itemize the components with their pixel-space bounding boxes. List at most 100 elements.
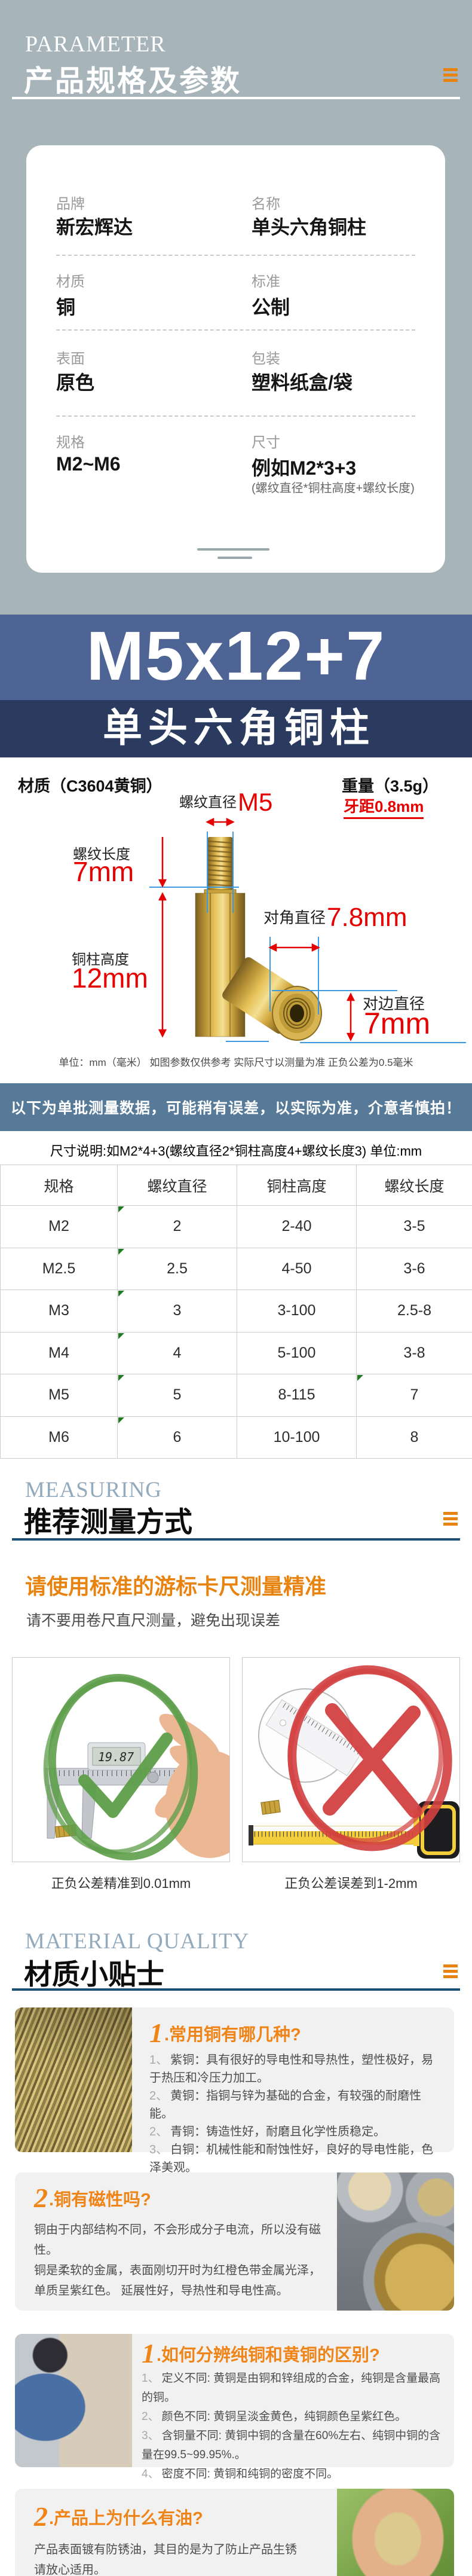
- column-header: 螺纹直径: [118, 1165, 237, 1206]
- diagonal-diameter-dimension: 对角直径 7.8mm: [263, 904, 407, 931]
- tip-line: 2、 颜色不同: 黄铜呈淡金黄色，纯铜颜色呈紫红色。: [142, 2410, 407, 2424]
- table-cell: 8: [357, 1416, 472, 1459]
- tape-measure-cross-illustration: [249, 1665, 459, 1859]
- cell-flag-icon: [118, 1417, 124, 1423]
- tip-line: 3、 白铜：机械性能和耐蚀性好，良好的导电性能，色泽美观。: [149, 2143, 434, 2175]
- measuring-eyebrow: MEASURING: [25, 1478, 162, 1502]
- material-eyebrow: MATERIAL QUALITY: [25, 1929, 250, 1954]
- diagram-pitch-label: 牙距0.8mm: [344, 795, 424, 819]
- check-mark-icon: [43, 1674, 198, 1860]
- table-cell: 2.5-8: [357, 1290, 472, 1333]
- spec-label: 名称: [252, 196, 280, 212]
- cell-flag-icon: [118, 1333, 124, 1339]
- tip-line: 请放心适用。: [34, 2563, 106, 2576]
- parameter-eyebrow: PARAMETER: [25, 32, 166, 57]
- table-cell: M5: [1, 1374, 118, 1417]
- menu-icon: [443, 68, 458, 82]
- column-header: 铜柱高度: [237, 1165, 357, 1206]
- table-cell: 6: [118, 1416, 237, 1459]
- diagram-weight-label: 重量（3.5g）: [342, 777, 439, 795]
- column-height-value: 12mm: [72, 962, 148, 994]
- brass-rods-photo: [15, 2007, 132, 2152]
- material-title: 材质小贴士: [24, 1958, 164, 1990]
- table-cell: 3: [118, 1290, 237, 1333]
- dashed-divider: [56, 329, 415, 331]
- cell-flag-icon: [118, 1248, 124, 1255]
- tip-title: 1 .如何分辨纯铜和黄铜的区别?: [142, 2338, 380, 2369]
- parameter-section: PARAMETER 产品规格及参数 品牌 新宏辉达 名称 单头六角铜柱 材质 铜…: [0, 0, 472, 615]
- divider: [12, 1538, 460, 1541]
- size-table-section: 尺寸说明:如M2*4+3(螺纹直径2*铜柱高度4+螺纹长度3) 单位:mm 规格…: [0, 1131, 472, 1462]
- table-cell: 4-50: [237, 1248, 357, 1290]
- caliper-photo: 19.87: [12, 1657, 255, 1862]
- diagonal-diameter-label: 对角直径: [263, 909, 326, 927]
- table-cell: 3-6: [357, 1248, 472, 1290]
- dashed-divider: [56, 415, 415, 417]
- diagonal-diameter-value: 7.8mm: [327, 903, 407, 932]
- spec-label: 表面: [56, 351, 85, 367]
- size-table-caption: 尺寸说明:如M2*4+3(螺纹直径2*铜柱高度4+螺纹长度3) 单位:mm: [50, 1144, 422, 1159]
- spec-label: 标准: [252, 274, 280, 290]
- size-table: 规格 螺纹直径 铜柱高度 螺纹长度 M2 2 2-40 3-5 M2.5 2.5…: [0, 1165, 472, 1459]
- tip-card: 1 .如何分辨纯铜和黄铜的区别? 1、 定义不同: 黄铜是由铜和锌组成的合金，纯铜是…: [15, 2334, 454, 2480]
- tip-title: 2 .产品上为什么有油?: [34, 2501, 203, 2532]
- tip-line: 单质呈紫红色。 延展性好，导热性和导电性高。: [34, 2284, 289, 2298]
- table-cell: M4: [1, 1332, 118, 1374]
- thread-length-label: 螺纹长度: [73, 847, 130, 863]
- measuring-headline: 请使用标准的游标卡尺测量精准: [25, 1574, 327, 1599]
- spec-value: 铜: [56, 297, 76, 318]
- table-cell: M6: [1, 1416, 118, 1459]
- notice-bar: 以下为单批测量数据，可能稍有误差，以实际为准，介意者慎拍！: [0, 1083, 472, 1131]
- divider: [12, 1988, 460, 1991]
- thread-diameter-value: M5: [238, 788, 273, 816]
- thread-diameter-label: 螺纹直径: [179, 795, 237, 811]
- lab-inspection-photo: [15, 2334, 132, 2467]
- flat-diameter-value: 7mm: [364, 1007, 431, 1040]
- table-cell: M2.5: [1, 1248, 118, 1290]
- tip-line: 2、 黄铜：指铜与锌为基础的合金，有较强的耐磨性能。: [149, 2089, 422, 2121]
- cell-flag-icon: [118, 1375, 124, 1381]
- spec-card: 品牌 新宏辉达 名称 单头六角铜柱 材质 铜 标准 公制 表面 原色 包装 塑料…: [26, 145, 445, 573]
- tip-card: 2 .产品上为什么有油? 产品表面镀有防锈油，其目的是为了防止产品生锈 请放心适用…: [15, 2489, 454, 2576]
- cell-flag-icon: [357, 1375, 363, 1381]
- spec-value: 塑料纸盒/袋: [252, 372, 353, 393]
- tip-line: 2、 青铜：铸造性好，耐磨且化学性质稳定。: [149, 2125, 386, 2139]
- model-banner: M5x12+7: [0, 615, 472, 700]
- product-name-banner: 单头六角铜柱: [0, 700, 472, 757]
- tape-measure-photo: [242, 1657, 460, 1862]
- left-photo-caption: 正负公差精准到0.01mm: [51, 1876, 191, 1891]
- material-quality-section: MATERIAL QUALITY 材质小贴士 1 .常用铜有哪几种? 1、 紫铜：具…: [0, 1901, 472, 2576]
- table-cell: 3-8: [357, 1332, 472, 1374]
- tip-line: 铜是柔软的金属，表面刚切开时为红橙色带金属光泽，: [34, 2264, 321, 2278]
- dashed-divider: [56, 255, 415, 256]
- flat-diameter-label: 对边直径: [363, 995, 425, 1013]
- tip-line: 1、 紫铜：具有很好的导电性和导热性，塑性极好，易于热压和冷压力加工。: [149, 2054, 434, 2085]
- parameter-title: 产品规格及参数: [24, 65, 242, 97]
- diagram-material-label: 材质（C3604黄铜）: [18, 777, 163, 795]
- table-cell: 3-100: [237, 1290, 357, 1333]
- tip-line: 1、 定义不同: 黄铜是由铜和锌组成的合金，纯铜是含量最高的铜。: [142, 2372, 441, 2404]
- measuring-title: 推荐测量方式: [24, 1506, 192, 1538]
- standoff-diagram: [149, 817, 466, 1043]
- card-handle-bar: [197, 548, 269, 551]
- column-header: 规格: [1, 1165, 118, 1206]
- spec-label: 包装: [252, 351, 280, 367]
- tip-line: 铜由于内部结构不同，不会形成分子电流，所以没有磁性。: [34, 2223, 321, 2257]
- spec-label: 规格: [56, 435, 85, 451]
- spec-label: 材质: [56, 274, 85, 290]
- column-height-label: 铜柱高度: [72, 952, 129, 968]
- dimension-diagram-section: 材质（C3604黄铜） 重量（3.5g） 牙距0.8mm 螺纹直径 M5 螺纹长…: [0, 757, 472, 1083]
- spec-label: 尺寸: [252, 435, 280, 451]
- cross-mark-icon: [287, 1665, 452, 1851]
- column-header: 螺纹长度: [357, 1165, 472, 1206]
- spec-value: M2~M6: [56, 453, 121, 475]
- tip-line: 4、 密度不同: 黄铜和纯铜的密度不同。: [142, 2468, 339, 2481]
- caliper-reading: 19.87: [98, 1750, 134, 1764]
- tip-line: 3、 含铜量不同: 黄铜中铜的含量在60%左右、纯铜中铜的含量在99.5~99.9…: [142, 2430, 441, 2462]
- unit-note: 单位：mm（毫米） 如图参数仅供参考 实际尺寸以测量为准 正负公差为0.5毫米: [59, 1057, 413, 1068]
- spec-value: 例如M2*3+3: [252, 457, 357, 479]
- spec-value: 单头六角铜柱: [252, 216, 367, 238]
- divider: [12, 97, 460, 99]
- measuring-subline: 请不要用卷尺直尺测量，避免出现误差: [26, 1612, 281, 1629]
